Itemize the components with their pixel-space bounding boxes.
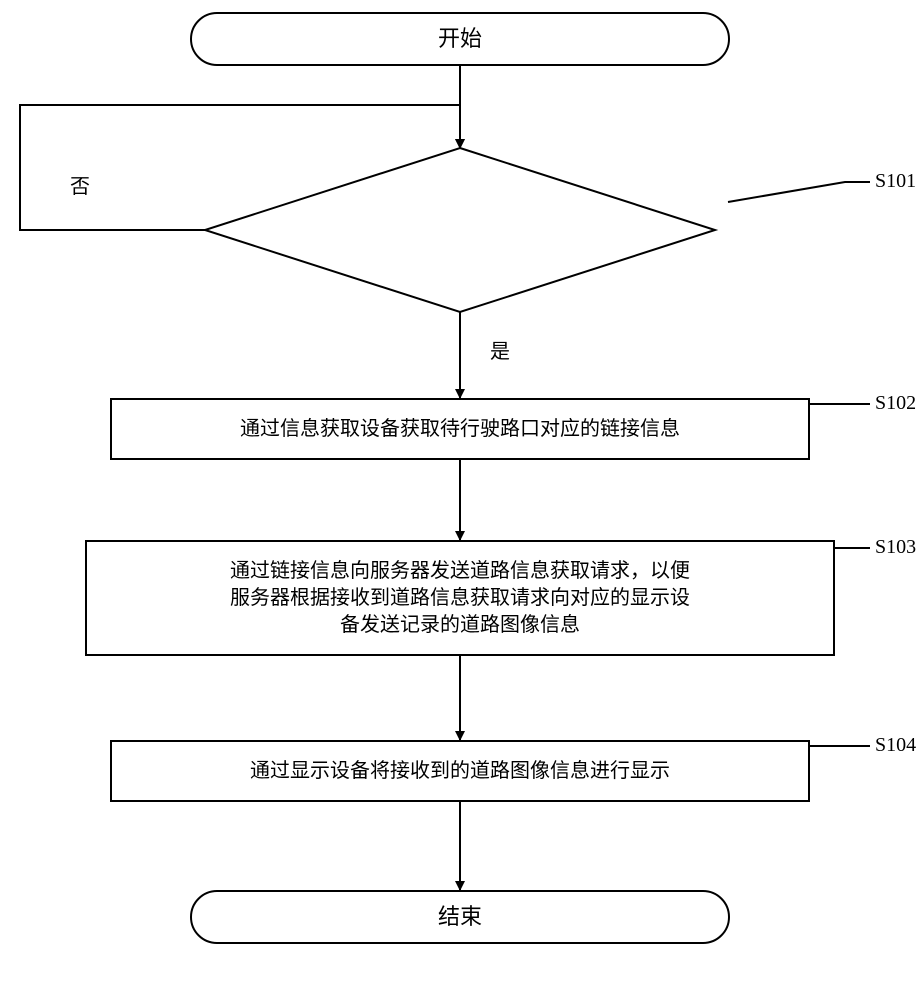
decision-line1: 判断车辆与待行驶路口 [360, 204, 560, 226]
s104-label: 通过显示设备将接收到的道路图像信息进行显示 [250, 758, 670, 785]
start-node: 开始 [190, 12, 730, 66]
step-label-s102: S102 [875, 392, 916, 415]
s102-label: 通过信息获取设备获取待行驶路口对应的链接信息 [240, 416, 680, 443]
s103-line2: 服务器根据接收到道路信息获取请求向对应的显示设 [230, 587, 690, 609]
decision-line2: 之间的距离是否小于预设距离 [330, 231, 590, 253]
end-label: 结束 [438, 902, 482, 932]
connector-overlay [0, 0, 919, 1000]
s104-node: 通过显示设备将接收到的道路图像信息进行显示 [110, 740, 810, 802]
end-node: 结束 [190, 890, 730, 944]
s103-node: 通过链接信息向服务器发送道路信息获取请求，以便 服务器根据接收到道路信息获取请求… [85, 540, 835, 656]
step-label-s103: S103 [875, 536, 916, 559]
flowchart-canvas: 开始 判断车辆与待行驶路口 之间的距离是否小于预设距离 通过信息获取设备获取待行… [0, 0, 919, 1000]
step-label-s104: S104 [875, 734, 916, 757]
edge-label-yes: 是 [490, 335, 510, 364]
step-label-s101: S101 [875, 170, 916, 193]
s103-line3: 备发送记录的道路图像信息 [340, 614, 580, 636]
s103-line1: 通过链接信息向服务器发送道路信息获取请求，以便 [230, 560, 690, 582]
start-label: 开始 [438, 24, 482, 54]
edge-label-no: 否 [70, 170, 90, 199]
s103-text: 通过链接信息向服务器发送道路信息获取请求，以便 服务器根据接收到道路信息获取请求… [230, 558, 690, 639]
decision-text: 判断车辆与待行驶路口 之间的距离是否小于预设距离 [260, 202, 660, 256]
s102-node: 通过信息获取设备获取待行驶路口对应的链接信息 [110, 398, 810, 460]
